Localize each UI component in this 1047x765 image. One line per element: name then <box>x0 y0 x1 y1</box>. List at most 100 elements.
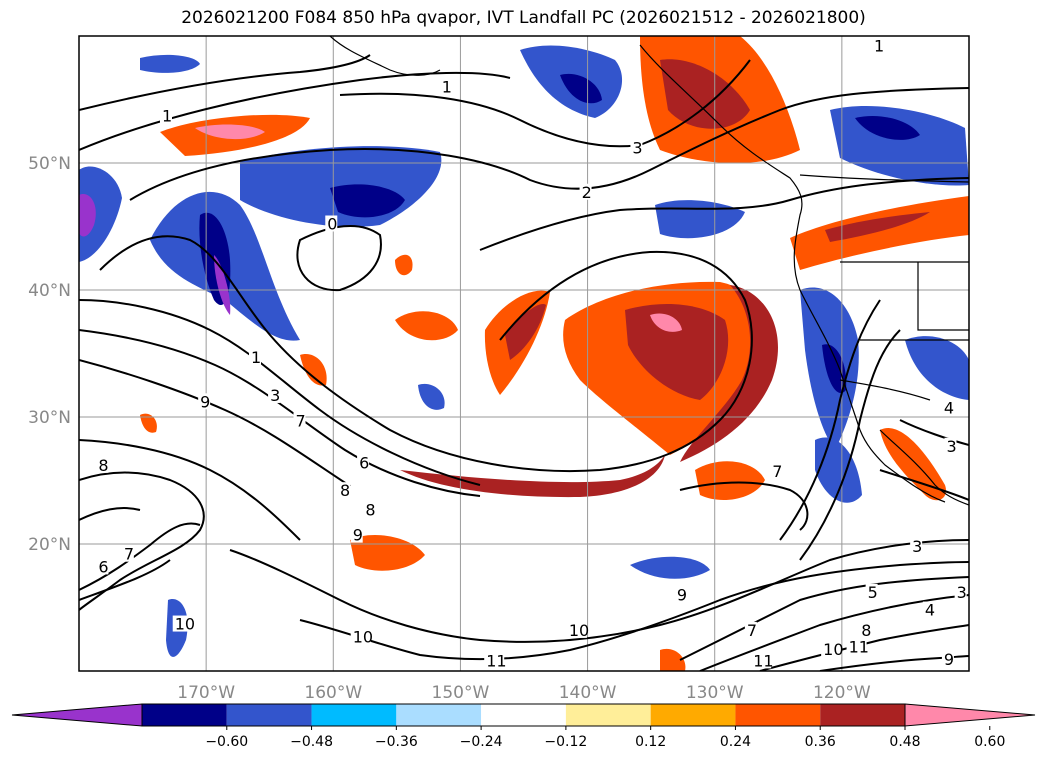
contour-label-bg <box>172 615 193 632</box>
contour-line <box>899 419 969 446</box>
map-frame <box>78 35 970 672</box>
contour-label: 3 <box>912 537 922 556</box>
contour-line <box>79 559 171 601</box>
contour-label-bg <box>872 37 884 54</box>
colorbar-segment <box>650 704 736 726</box>
colorbar-tick-label: −0.48 <box>290 734 333 750</box>
contour-label-bg <box>363 501 376 518</box>
contour-line <box>79 522 201 591</box>
lon-tick-label: 170°W <box>177 683 235 703</box>
pos-anomaly-region <box>825 212 930 242</box>
contour-label-bg <box>579 183 592 200</box>
pos-anomaly-region <box>400 455 665 498</box>
lat-tick-label: 50°N <box>28 154 71 174</box>
contour-line <box>759 624 969 671</box>
contour-label: 7 <box>296 411 306 430</box>
neg-anomaly-region <box>140 54 200 73</box>
colorbar-segment <box>820 704 905 726</box>
contour-label: 7 <box>747 621 757 640</box>
contour-label-bg <box>922 601 935 618</box>
contour-label: 10 <box>823 640 843 659</box>
state-borders <box>839 379 931 401</box>
pos-anomaly-region <box>680 285 778 462</box>
neg-anomaly-region <box>79 166 122 262</box>
contour-label: 3 <box>270 386 280 405</box>
neg-anomaly-region <box>655 200 745 239</box>
west-coast <box>639 44 946 503</box>
pos-anomaly-region <box>395 254 413 276</box>
contour-line <box>299 561 969 661</box>
contour-label: 1 <box>442 77 452 96</box>
contour-label: 3 <box>632 138 642 157</box>
contour-label-bg <box>846 638 867 655</box>
neg-anomaly-region <box>855 115 920 140</box>
pos-anomaly-region <box>625 304 729 400</box>
pos-anomaly-region <box>140 413 157 433</box>
neg-anomaly-region <box>630 556 710 579</box>
contour-label-bg <box>293 412 306 429</box>
contour-label: 6 <box>98 557 108 576</box>
contour-line <box>229 539 969 643</box>
contour-label-bg <box>744 621 757 638</box>
contour-label-bg <box>751 652 772 669</box>
contour-label-bg <box>350 526 363 543</box>
colorbar-tick-label: 0.60 <box>974 734 1005 750</box>
colorbar-under-triangle <box>11 703 143 727</box>
contour-label-bg <box>821 640 842 657</box>
contour-line <box>779 299 881 541</box>
contour-label-bg <box>865 583 878 600</box>
contour-line <box>699 594 969 671</box>
contour-label: 2 <box>582 183 592 202</box>
contour-label-bg <box>770 463 783 480</box>
neg-anomaly-region <box>330 184 405 218</box>
pos-anomaly-region <box>395 311 458 341</box>
contour-label-bg <box>121 545 134 562</box>
contour-label: 6 <box>359 453 369 472</box>
contour-label: 8 <box>861 621 871 640</box>
ivt-contours <box>79 54 969 671</box>
contour-label: 10 <box>569 621 589 640</box>
contour-label: 4 <box>925 601 935 620</box>
contour-label: 10 <box>353 627 373 646</box>
neg-anomaly-region <box>905 336 969 400</box>
contour-label: 5 <box>868 583 878 602</box>
colorbar-tick-label: −0.36 <box>375 734 418 750</box>
contour-label: 11 <box>486 651 506 670</box>
contour-label: 9 <box>200 392 210 411</box>
contour-label: 9 <box>677 585 687 604</box>
contour-label-bg <box>859 621 872 638</box>
lon-tick-label: 150°W <box>432 683 490 703</box>
contour-label: 8 <box>98 456 108 475</box>
contour-line <box>79 299 481 486</box>
neg-anomaly-region <box>79 194 96 237</box>
colorbar-frame <box>141 703 906 727</box>
contour-line <box>79 54 371 111</box>
neg-anomaly-region <box>418 383 445 410</box>
colorbar-segment <box>481 704 566 726</box>
neg-anomaly-region <box>815 437 862 503</box>
contour-label: 11 <box>849 637 869 656</box>
colorbar-tick-label: −0.24 <box>460 734 503 750</box>
contour-label: 9 <box>353 526 363 545</box>
colorbar-segment <box>311 704 397 726</box>
colorbar-segment <box>226 704 312 726</box>
colorbar-segment <box>565 704 651 726</box>
contour-label-bg <box>198 393 211 410</box>
contour-label-bg <box>944 437 957 454</box>
lon-tick-label: 130°W <box>686 683 744 703</box>
pos-anomaly-region <box>660 648 686 671</box>
contour-line <box>479 177 969 251</box>
pos-anomaly-region <box>695 461 765 500</box>
contour-label-bg <box>484 652 505 669</box>
contour-label-bg <box>566 621 587 638</box>
contour-line <box>79 329 481 497</box>
contour-label: 0 <box>327 215 337 234</box>
lat-tick-label: 20°N <box>28 535 71 555</box>
contour-label-bg <box>338 482 350 499</box>
contour-label: 1 <box>251 348 261 367</box>
contour-label: 3 <box>946 437 956 456</box>
state-borders <box>840 261 969 341</box>
contour-line <box>799 329 901 561</box>
